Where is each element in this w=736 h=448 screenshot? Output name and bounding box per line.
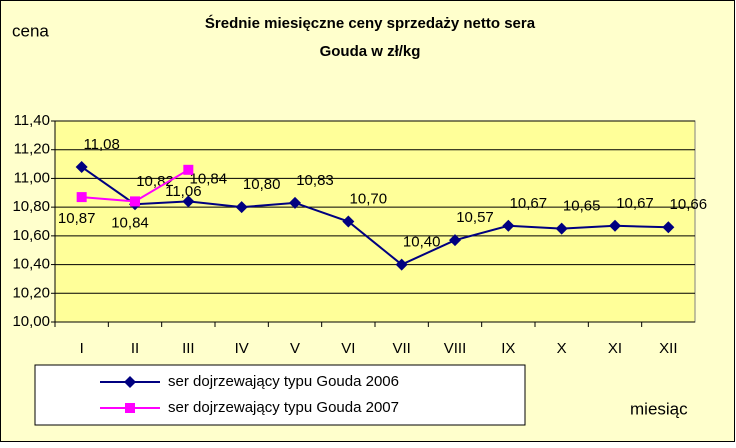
data-label: 11,06 [165, 183, 201, 200]
x-axis-title: miesiąc [630, 399, 688, 418]
y-tick-label: 10,20 [12, 284, 50, 301]
legend [34, 364, 526, 426]
data-label: 10,84 [111, 214, 149, 231]
data-point [662, 221, 675, 234]
y-tick-label: 11,00 [14, 169, 50, 186]
data-point [182, 195, 195, 208]
y-tick-label: 10,60 [12, 227, 50, 244]
x-tick-label: II [131, 340, 139, 357]
data-label: 10,84 [190, 170, 228, 187]
y-tick-label: 10,00 [12, 313, 50, 330]
data-point [75, 160, 88, 173]
x-tick-label: X [557, 340, 567, 357]
y-tick-label: 10,40 [12, 256, 50, 273]
x-tick-label: XI [608, 340, 622, 357]
data-point [449, 234, 461, 247]
data-label: 10,67 [510, 195, 548, 212]
data-label: 10,87 [58, 210, 96, 227]
data-label: 10,83 [296, 172, 334, 189]
legend-marker [125, 403, 135, 413]
series-line [81, 166, 669, 266]
data-point [130, 196, 140, 207]
data-label: 10,82 [136, 173, 174, 190]
data-label: 10,57 [456, 209, 494, 226]
x-tick-label: XII [659, 340, 677, 357]
data-label: 10,40 [403, 234, 441, 251]
y-tick-label: 10,80 [12, 198, 50, 215]
y-tick-label: 11,40 [14, 112, 50, 129]
data-label: 10,67 [616, 195, 654, 212]
data-point [609, 219, 621, 232]
y-tick-label: 11,20 [14, 141, 50, 158]
chart-title: Średnie miesięczne ceny sprzedaży netto … [205, 14, 536, 32]
legend-label: ser dojrzewający typu Gouda 2007 [168, 399, 399, 416]
x-tick-label: V [290, 340, 300, 357]
data-point [235, 201, 248, 214]
x-tick-label: VI [341, 340, 355, 357]
x-tick-label: VIII [444, 340, 467, 357]
data-label: 10,66 [670, 196, 708, 213]
data-point [289, 196, 301, 209]
x-tick-label: III [182, 340, 195, 357]
data-label: 10,80 [243, 176, 281, 193]
data-point [555, 222, 568, 235]
data-point [502, 219, 515, 232]
data-label: 11,08 [83, 136, 119, 153]
chart-title: Gouda w zł/kg [320, 43, 421, 60]
x-tick-label: IX [501, 340, 515, 357]
legend-marker [124, 376, 136, 388]
data-point [76, 192, 87, 203]
data-label: 10,70 [350, 190, 388, 207]
data-point [342, 215, 355, 228]
data-label: 10,65 [563, 198, 601, 215]
plot-area [54, 120, 696, 323]
data-point [183, 164, 194, 175]
x-tick-label: I [80, 340, 84, 357]
data-point [395, 258, 408, 271]
y-axis-title: cena [12, 21, 49, 40]
x-tick-label: IV [235, 340, 249, 357]
x-tick-label: VII [392, 340, 410, 357]
legend-label: ser dojrzewający typu Gouda 2006 [168, 373, 399, 390]
